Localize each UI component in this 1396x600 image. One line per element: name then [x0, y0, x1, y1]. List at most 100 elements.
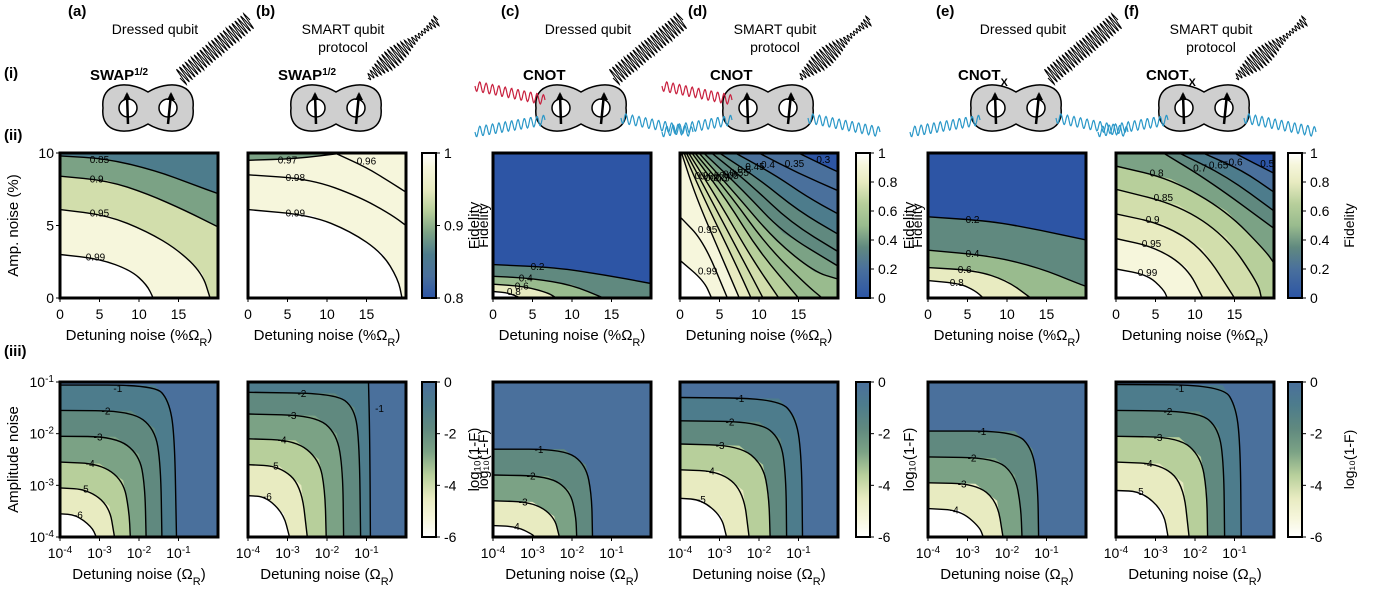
x-axis-label: Detuning noise (ΩR​) [505, 566, 638, 588]
contour-line [688, 153, 780, 298]
x-tick-label: 10-4​ [1104, 545, 1129, 562]
x-tick-label: 0 [489, 306, 497, 322]
contour-line [248, 208, 403, 298]
panel-title-line: SMART qubit [734, 21, 817, 37]
colorbar-tick-label: 0.2 [878, 261, 898, 277]
colorbar: -6 -4 -2 0 log₁₀(1-F) [421, 374, 491, 545]
panel-title-line: SMART qubit [1170, 21, 1253, 37]
contour-label: 0.65 [719, 171, 739, 182]
colorbar-tick-label: -4 [878, 477, 891, 493]
contour-label: -6 [263, 492, 272, 503]
control-drive-blue-icon [1097, 114, 1169, 138]
contour-line [683, 153, 752, 298]
contour-label: 0.95 [698, 225, 718, 236]
contour-line [493, 448, 594, 537]
contour-line [1116, 435, 1209, 537]
panel-header-d: (d) SMART qubit protocol CNOT [661, 3, 881, 138]
colorbar-tick-label: 0.4 [1310, 232, 1330, 248]
device-body [290, 84, 382, 132]
gate-label: CNOT [523, 67, 566, 84]
colorbar-label: log₁₀(1-F) [475, 430, 491, 490]
x-tick-label: 10-3​ [1143, 545, 1168, 562]
x-tick-label: 10-3​ [707, 545, 732, 562]
x-axis-label: Detuning noise (ΩR​) [692, 566, 825, 588]
contour-label: -1 [1175, 384, 1184, 395]
contour-line [928, 279, 984, 298]
colorbar: -6 -4 -2 0 [855, 374, 891, 545]
spin-arrowhead-icon [991, 92, 999, 100]
contour-label: -1 [535, 445, 544, 456]
contour-line [680, 153, 740, 298]
chart-e-ii: 0.2 0.4 0.6 0.8 0 5 10 15 Detuning noise (%ΩR​) F… [901, 151, 1088, 349]
chart-b-ii: 0.97 0.96 0.98 0.99 0 5 10 15 Detuning noise (%Ω… [244, 145, 491, 349]
colorbar-tick-label: -6 [878, 529, 891, 545]
contour-line [928, 216, 1086, 241]
contour-label: 0.55 [1260, 159, 1280, 170]
contour-line [734, 153, 838, 215]
colorbar-tick-label: 0 [878, 374, 886, 390]
x-tick-label: 5 [529, 306, 537, 322]
panel-header-b: (b) SMART qubit protocol SWAP1/2 [256, 3, 440, 132]
x-tick-label: 15 [1227, 306, 1243, 322]
contour-line [367, 382, 372, 537]
x-tick-label: 10-2​ [1183, 545, 1208, 562]
colorbar-label: log₁₀(1-F) [1341, 430, 1357, 490]
contour-label: -4 [511, 522, 520, 533]
contour-band [493, 525, 535, 537]
y-axis-label: log₁₀(1-F) [466, 428, 483, 492]
gate-label: CNOT [710, 67, 753, 84]
contour-label: 0.85 [90, 155, 110, 166]
contour-line [60, 487, 116, 537]
contour-line [1116, 268, 1168, 298]
microwave-drive-icon [1235, 15, 1308, 81]
contour-band [1116, 490, 1169, 537]
contour-line [711, 153, 838, 253]
contour-band [1116, 269, 1168, 298]
contour-label: -4 [278, 436, 287, 447]
chart-e-iii: -1 -2 -3 -4 10-4​ 10-3​ 10-2​ 10-1​ Detuning noi… [901, 380, 1088, 588]
contour-line [719, 153, 838, 235]
contour-line [703, 153, 838, 267]
x-tick-label: 0 [676, 306, 684, 322]
double-qubit-device-icon [290, 84, 382, 132]
panel-letter: (c) [501, 3, 519, 20]
spin-arrowhead-icon [787, 92, 795, 100]
colorbar-bar [421, 152, 437, 299]
contour-line [680, 497, 728, 537]
colorbar-tick-label: -2 [1310, 426, 1323, 442]
contour-label: -3 [958, 479, 967, 490]
contour-label: -1 [977, 427, 986, 438]
contour-line [1116, 213, 1236, 298]
contour-line [493, 263, 651, 285]
y-axis-label: Fidelity [901, 201, 918, 249]
contour-label: 0.99 [1138, 268, 1158, 279]
contour-label: -4 [1144, 459, 1153, 470]
contour-line [928, 456, 1023, 537]
contour-fill-layer: 0.97 0.96 0.98 0.99 [248, 153, 406, 298]
colorbar-tick-label: 0.8 [1310, 174, 1330, 190]
contour-label: 0.99 [698, 266, 718, 277]
colorbar-tick-label: -4 [1310, 477, 1323, 493]
contour-line [493, 500, 561, 537]
x-tick-label: 10-1​ [599, 545, 624, 562]
contour-line [60, 384, 178, 537]
x-tick-label: 10 [131, 306, 147, 322]
spin-arrowhead-icon [600, 92, 608, 100]
contour-line [928, 482, 1004, 537]
contour-label: -2 [102, 407, 111, 418]
contour-label: -3 [94, 433, 103, 444]
contour-line [248, 174, 406, 227]
contour-label: 0.85 [1154, 193, 1174, 204]
microwave-drive-icon [609, 12, 687, 86]
gate-label: CNOTX [958, 67, 1009, 89]
contour-line [1116, 461, 1190, 537]
x-axis-label: Detuning noise (%ΩR​) [254, 327, 401, 349]
double-qubit-device-icon [1158, 84, 1250, 132]
x-tick-label: 10-1​ [166, 545, 191, 562]
x-tick-label: 10-2​ [747, 545, 772, 562]
contour-line [248, 153, 343, 161]
x-tick-label: 10-4​ [236, 545, 261, 562]
x-tick-label: 10-4​ [916, 545, 941, 562]
y-tick-label: 5 [46, 218, 54, 234]
chart-f-ii: 0.550.60.650.70.80.850.90.950.990 5 10 15De… [1112, 145, 1357, 349]
